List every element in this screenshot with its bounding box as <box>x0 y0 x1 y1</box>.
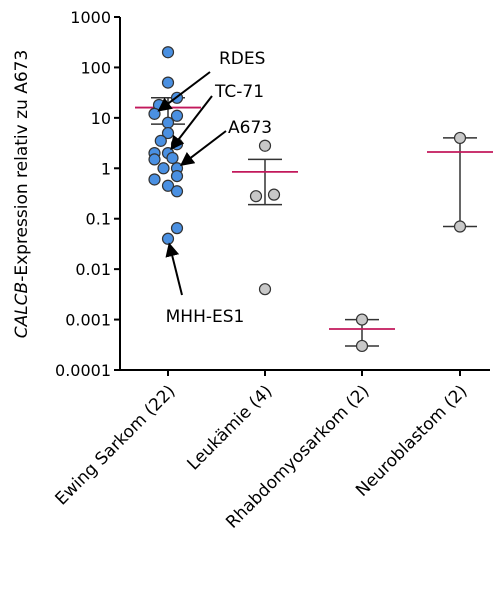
annotation-label: TC-71 <box>214 82 264 102</box>
category-label: Ewing Sarkom (22) <box>52 381 180 509</box>
series-layer <box>135 46 493 353</box>
y-tick-label: 1 <box>101 159 111 178</box>
axes: 0.0001 0.001 0.01 0.1 1 10 100 1000 <box>55 8 490 380</box>
series-group <box>135 46 201 245</box>
data-point <box>148 153 161 166</box>
data-point <box>453 220 467 233</box>
series-group <box>427 131 493 233</box>
data-point <box>453 131 467 145</box>
data-point <box>249 190 263 203</box>
annotation-label: A673 <box>228 118 272 138</box>
data-point <box>355 313 369 326</box>
data-point <box>166 151 179 165</box>
data-point <box>170 185 184 198</box>
y-tick-label: 10 <box>91 109 111 128</box>
y-tick-label: 1000 <box>70 8 111 27</box>
y-tick-label: 0.01 <box>75 260 111 279</box>
category-label: Neuroblastom (2) <box>352 381 471 500</box>
annotation-label: MHH-ES1 <box>166 307 245 327</box>
data-point <box>170 109 184 122</box>
annotation-layer: RDES TC-71 A673 MHH-ES1 <box>157 49 272 327</box>
y-axis-title-italic: CALCB <box>12 282 32 339</box>
y-tick-label: 0.1 <box>86 210 111 229</box>
data-point <box>161 232 175 245</box>
annotation-arrow <box>170 95 213 151</box>
data-point <box>161 179 175 192</box>
data-point <box>258 139 272 152</box>
y-tick-label: 0.001 <box>65 311 111 330</box>
category-labels: Ewing Sarkom (22) Leukämie (4)Rhabdomyosa… <box>52 381 472 532</box>
data-point <box>148 173 161 186</box>
y-axis-title: CALCB-Expression relativ zu A673 <box>12 50 32 339</box>
series-group <box>232 139 298 296</box>
data-point <box>154 134 167 147</box>
data-point <box>355 339 369 353</box>
y-axis-title-rest: -Expression relativ zu A673 <box>12 50 32 282</box>
data-point <box>148 107 161 120</box>
data-point <box>267 188 281 201</box>
annotation-arrow <box>157 71 211 112</box>
annotation-arrow <box>179 130 227 167</box>
data-point <box>170 222 184 235</box>
data-point <box>258 283 272 296</box>
data-point <box>170 169 184 183</box>
y-tick-label: 0.0001 <box>55 361 111 380</box>
data-point <box>161 46 175 59</box>
data-point <box>161 76 175 89</box>
category-label: Leukämie (4) <box>183 381 276 474</box>
annotation-label: RDES <box>219 49 265 69</box>
series-group <box>329 313 395 353</box>
y-tick-label: 100 <box>80 58 111 77</box>
data-point <box>157 162 170 175</box>
annotation-arrow <box>165 242 183 296</box>
data-point <box>161 116 175 129</box>
